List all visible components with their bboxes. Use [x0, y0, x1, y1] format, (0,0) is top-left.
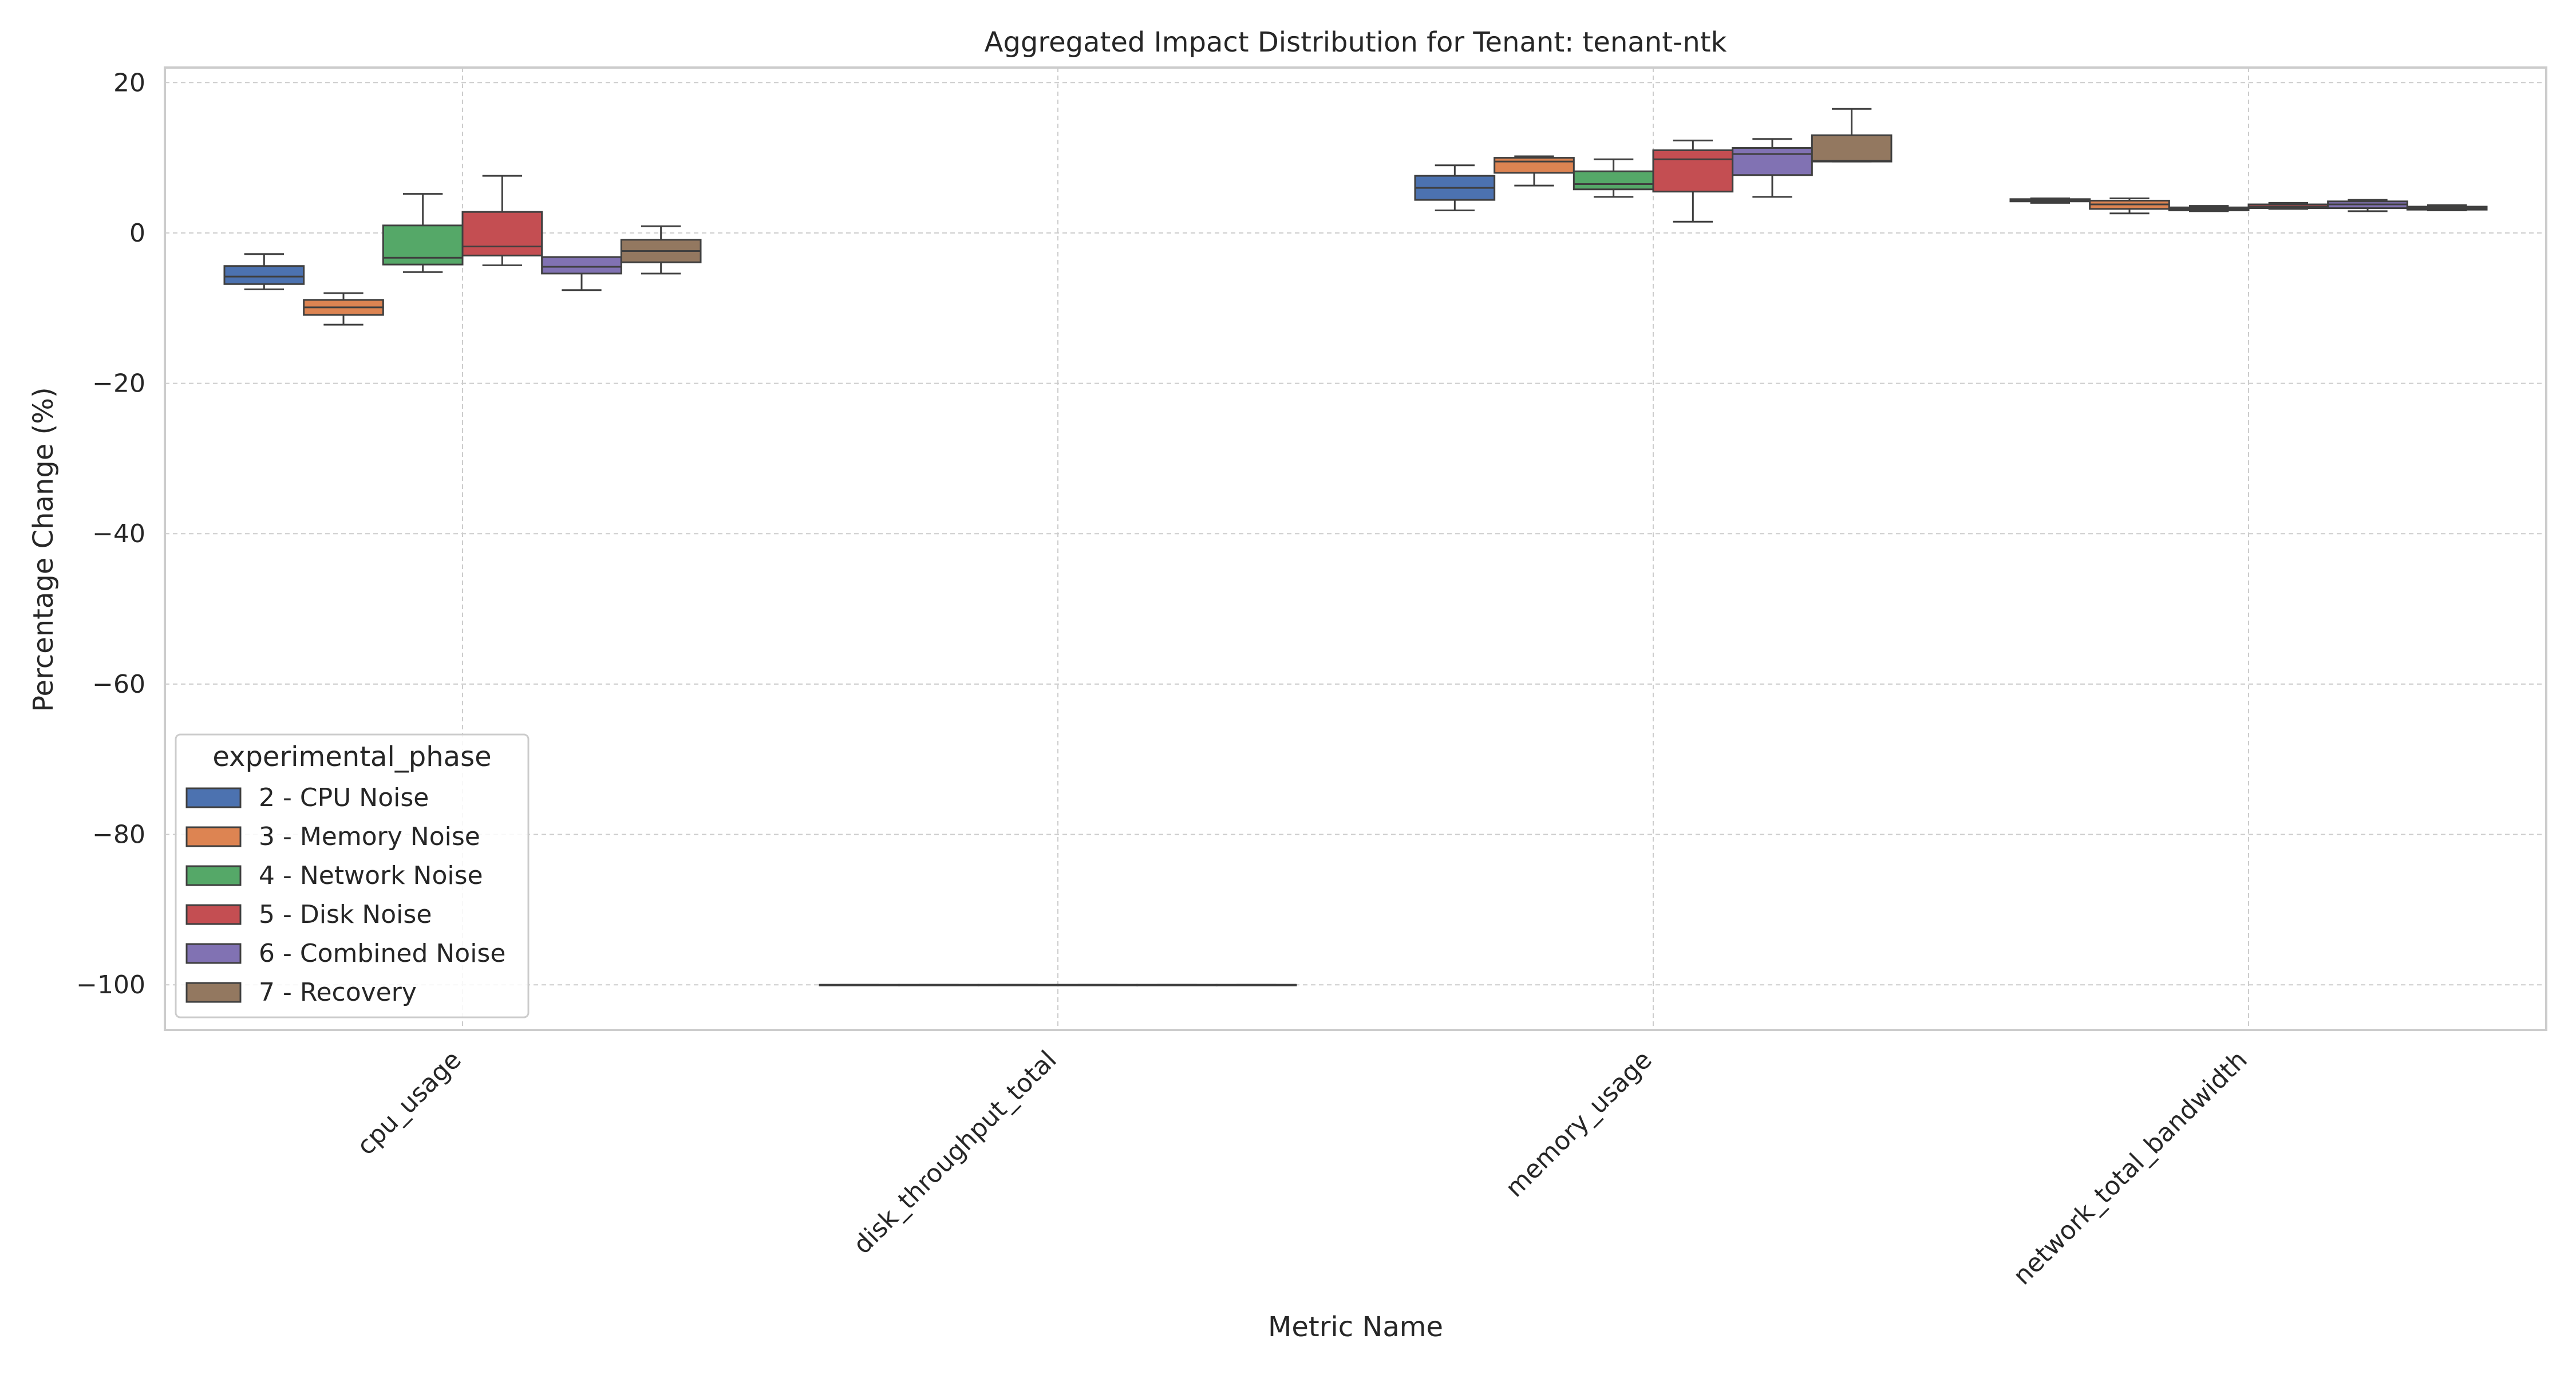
- legend-item: 3 - Memory Noise: [185, 822, 480, 851]
- grid-lines: [165, 68, 2546, 1030]
- legend-label: 2 - CPU Noise: [259, 783, 429, 812]
- box-body: [1811, 134, 1893, 163]
- x-tick-label: network_total_bandwidth: [2008, 1045, 2253, 1291]
- box-series: [223, 108, 2488, 986]
- box-2-5: [1811, 108, 1893, 163]
- box-0-0: [223, 253, 305, 290]
- y-tick-label: 20: [113, 68, 145, 97]
- legend-label: 3 - Memory Noise: [259, 822, 480, 851]
- legend-label: 7 - Recovery: [259, 978, 417, 1007]
- legend-swatch: [185, 865, 242, 886]
- legend-title: experimental_phase: [212, 741, 491, 773]
- y-tick-label: −80: [92, 820, 145, 850]
- box-3-4: [2327, 199, 2408, 212]
- box-0-4: [541, 256, 622, 291]
- box-body: [382, 224, 464, 266]
- legend-label: 5 - Disk Noise: [259, 900, 432, 929]
- box-2-1: [1494, 155, 1575, 187]
- legend-frame: [175, 733, 530, 1018]
- legend-swatch: [185, 982, 242, 1003]
- plot-background: [165, 68, 2546, 1030]
- legend-label: 4 - Network Noise: [259, 861, 483, 890]
- box-3-2: [2168, 205, 2250, 212]
- legend-item: 2 - CPU Noise: [185, 783, 429, 812]
- y-tick-label: −60: [92, 670, 145, 699]
- x-tick-labels: cpu_usage disk_throughput_total memory_usa…: [351, 1045, 2253, 1291]
- legend: experimental_phase 2 - CPU Noise 3 - Memo…: [175, 733, 530, 1018]
- x-tick-label: disk_throughput_total: [848, 1045, 1062, 1260]
- legend-swatch: [185, 943, 242, 964]
- box-3-5: [2406, 204, 2488, 212]
- box-3-1: [2089, 198, 2170, 215]
- legend-item: 6 - Combined Noise: [185, 939, 505, 968]
- y-tick-labels: 20 0 −20 −40 −60 −80 −100: [76, 68, 145, 1000]
- legend-item: 5 - Disk Noise: [185, 900, 432, 929]
- legend-swatch: [185, 904, 242, 925]
- box-2-2: [1573, 158, 1654, 198]
- y-axis-label: Percentage Change (%): [27, 387, 60, 712]
- box-body: [223, 265, 305, 285]
- box-0-2: [382, 193, 464, 273]
- chart-title: Aggregated Impact Distribution for Tenan…: [985, 26, 1727, 58]
- y-tick-label: −20: [92, 369, 145, 398]
- x-axis-label: Metric Name: [1268, 1311, 1443, 1343]
- box-body: [1573, 170, 1654, 191]
- box-2-4: [1732, 138, 1813, 198]
- x-tick-label: cpu_usage: [351, 1045, 467, 1161]
- box-0-1: [303, 292, 384, 326]
- box-3-0: [2009, 198, 2091, 204]
- box-2-3: [1652, 139, 1734, 223]
- x-tick-label: memory_usage: [1500, 1045, 1658, 1203]
- box-body: [1652, 149, 1734, 193]
- legend-label: 6 - Combined Noise: [259, 939, 505, 968]
- y-tick-label: −100: [76, 970, 145, 1000]
- y-tick-label: −40: [92, 519, 145, 548]
- box-2-0: [1414, 164, 1496, 212]
- box-body: [1494, 157, 1575, 174]
- plot-frame: [164, 66, 2547, 1031]
- legend-items: 2 - CPU Noise 3 - Memory Noise 4 - Network…: [185, 783, 505, 1007]
- legend-item: 7 - Recovery: [185, 978, 417, 1007]
- y-tick-label: 0: [129, 219, 145, 248]
- legend-item: 4 - Network Noise: [185, 861, 483, 890]
- box-0-3: [461, 175, 543, 266]
- legend-swatch: [185, 826, 242, 847]
- legend-swatch: [185, 787, 242, 808]
- box-0-5: [620, 225, 702, 275]
- box-body: [1732, 147, 1813, 176]
- box-3-3: [2247, 202, 2329, 210]
- box-body: [461, 211, 543, 256]
- box-body: [541, 256, 622, 275]
